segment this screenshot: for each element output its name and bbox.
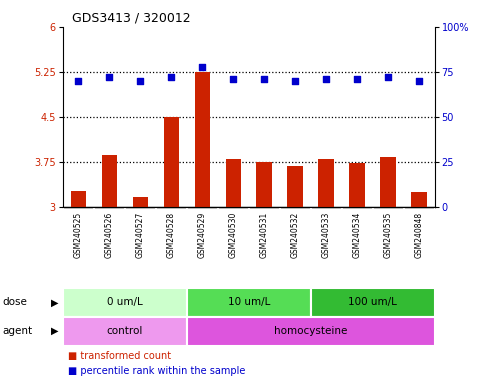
Text: GSM240534: GSM240534 — [353, 211, 362, 258]
Bar — [71, 190, 86, 207]
Text: agent: agent — [2, 326, 32, 336]
Bar — [187, 288, 311, 317]
Text: ▶: ▶ — [51, 326, 58, 336]
Bar — [381, 157, 396, 207]
Text: control: control — [107, 326, 143, 336]
Text: GSM240528: GSM240528 — [167, 211, 176, 258]
Point — [322, 76, 330, 82]
Bar — [101, 155, 117, 207]
Point — [199, 63, 206, 70]
Text: 100 um/L: 100 um/L — [348, 297, 397, 308]
Text: GSM240535: GSM240535 — [384, 211, 393, 258]
Point — [105, 74, 113, 81]
Point — [229, 76, 237, 82]
Text: GSM240527: GSM240527 — [136, 211, 145, 258]
Bar — [311, 288, 435, 317]
Point — [74, 78, 82, 84]
Bar — [350, 164, 365, 207]
Text: GSM240533: GSM240533 — [322, 211, 331, 258]
Text: ▶: ▶ — [51, 297, 58, 308]
Point — [354, 76, 361, 82]
Bar — [63, 288, 187, 317]
Text: 0 um/L: 0 um/L — [107, 297, 142, 308]
Text: GSM240529: GSM240529 — [198, 211, 207, 258]
Text: dose: dose — [2, 297, 28, 308]
Point — [384, 74, 392, 81]
Text: GSM240848: GSM240848 — [415, 211, 424, 258]
Bar — [226, 159, 241, 207]
Bar — [132, 197, 148, 207]
Bar — [63, 317, 187, 346]
Bar — [256, 162, 272, 207]
Text: homocysteine: homocysteine — [274, 326, 347, 336]
Text: GDS3413 / 320012: GDS3413 / 320012 — [72, 12, 191, 25]
Text: GSM240531: GSM240531 — [260, 211, 269, 258]
Point — [168, 74, 175, 81]
Text: GSM240530: GSM240530 — [229, 211, 238, 258]
Text: 10 um/L: 10 um/L — [227, 297, 270, 308]
Bar — [412, 192, 427, 207]
Text: GSM240532: GSM240532 — [291, 211, 300, 258]
Point — [415, 78, 423, 84]
Point — [136, 78, 144, 84]
Bar — [318, 159, 334, 207]
Point — [291, 78, 299, 84]
Text: GSM240525: GSM240525 — [74, 211, 83, 258]
Text: ■ percentile rank within the sample: ■ percentile rank within the sample — [68, 366, 245, 376]
Bar — [195, 72, 210, 207]
Bar — [164, 117, 179, 207]
Bar — [187, 317, 435, 346]
Text: ■ transformed count: ■ transformed count — [68, 351, 171, 361]
Point — [260, 76, 268, 82]
Bar — [287, 166, 303, 207]
Text: GSM240526: GSM240526 — [105, 211, 114, 258]
